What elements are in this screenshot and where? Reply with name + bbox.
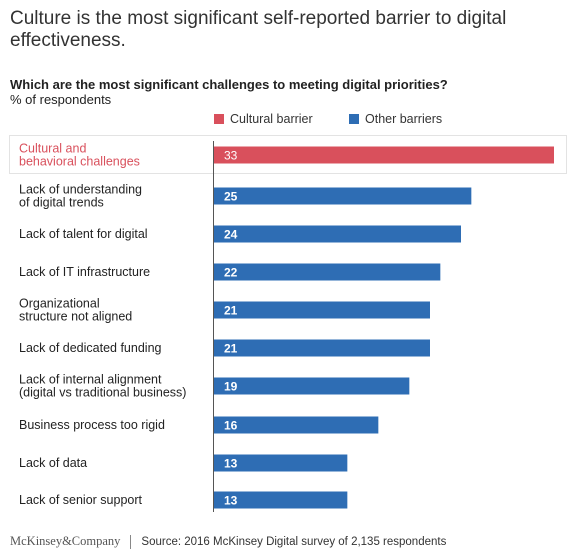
mckinsey-logo: McKinsey&Company	[10, 534, 121, 548]
bar	[213, 491, 348, 509]
bar	[213, 377, 410, 395]
category-label: Lack of internal alignment	[19, 373, 162, 387]
category-label: of digital trends	[19, 196, 104, 210]
bar	[213, 301, 430, 319]
category-label: Lack of dedicated funding	[19, 341, 162, 355]
category-label: Cultural and	[19, 142, 86, 156]
category-label: Business process too rigid	[19, 418, 165, 432]
source-note: Source: 2016 McKinsey Digital survey of …	[141, 535, 447, 548]
bar	[213, 454, 348, 472]
bar	[213, 339, 430, 357]
bar-value-label: 21	[224, 342, 238, 356]
bar-value-label: 25	[224, 190, 238, 204]
legend-swatch-cultural	[214, 114, 224, 124]
chart-title: Culture is the most significant self-rep…	[10, 8, 507, 51]
category-label: structure not aligned	[19, 310, 132, 324]
bar	[213, 263, 441, 281]
bar	[213, 146, 554, 164]
category-label: Lack of talent for digital	[19, 227, 148, 241]
legend-label-other: Other barriers	[365, 112, 443, 126]
bar	[213, 225, 461, 243]
legend-item-cultural: Cultural barrier	[214, 112, 313, 126]
bar-value-label: 13	[224, 494, 238, 508]
chart-subtitle: Which are the most significant challenge…	[10, 77, 448, 92]
bar-value-label: 16	[224, 419, 238, 433]
footer: McKinsey&Company Source: 2016 McKinsey D…	[10, 534, 446, 549]
legend-swatch-other	[349, 114, 359, 124]
bar-value-label: 24	[224, 228, 238, 242]
category-label: behavioral challenges	[19, 155, 140, 169]
bar-value-label: 22	[224, 266, 238, 280]
bar-value-label: 21	[224, 304, 238, 318]
bar	[213, 187, 472, 205]
category-label: Organizational	[19, 297, 100, 311]
category-label: (digital vs traditional business)	[19, 386, 186, 400]
category-label: Lack of IT infrastructure	[19, 265, 150, 279]
unit-label: % of respondents	[10, 92, 112, 107]
category-label: Lack of understanding	[19, 183, 142, 197]
bar	[213, 416, 379, 434]
legend-item-other: Other barriers	[349, 112, 442, 126]
legend-label-cultural: Cultural barrier	[230, 112, 313, 126]
category-label: Lack of senior support	[19, 493, 143, 507]
bar-value-label: 19	[224, 380, 238, 394]
category-label: Lack of data	[19, 456, 87, 470]
footer-divider	[130, 534, 132, 549]
bar-value-label: 33	[224, 149, 238, 163]
bar-value-label: 13	[224, 457, 238, 471]
